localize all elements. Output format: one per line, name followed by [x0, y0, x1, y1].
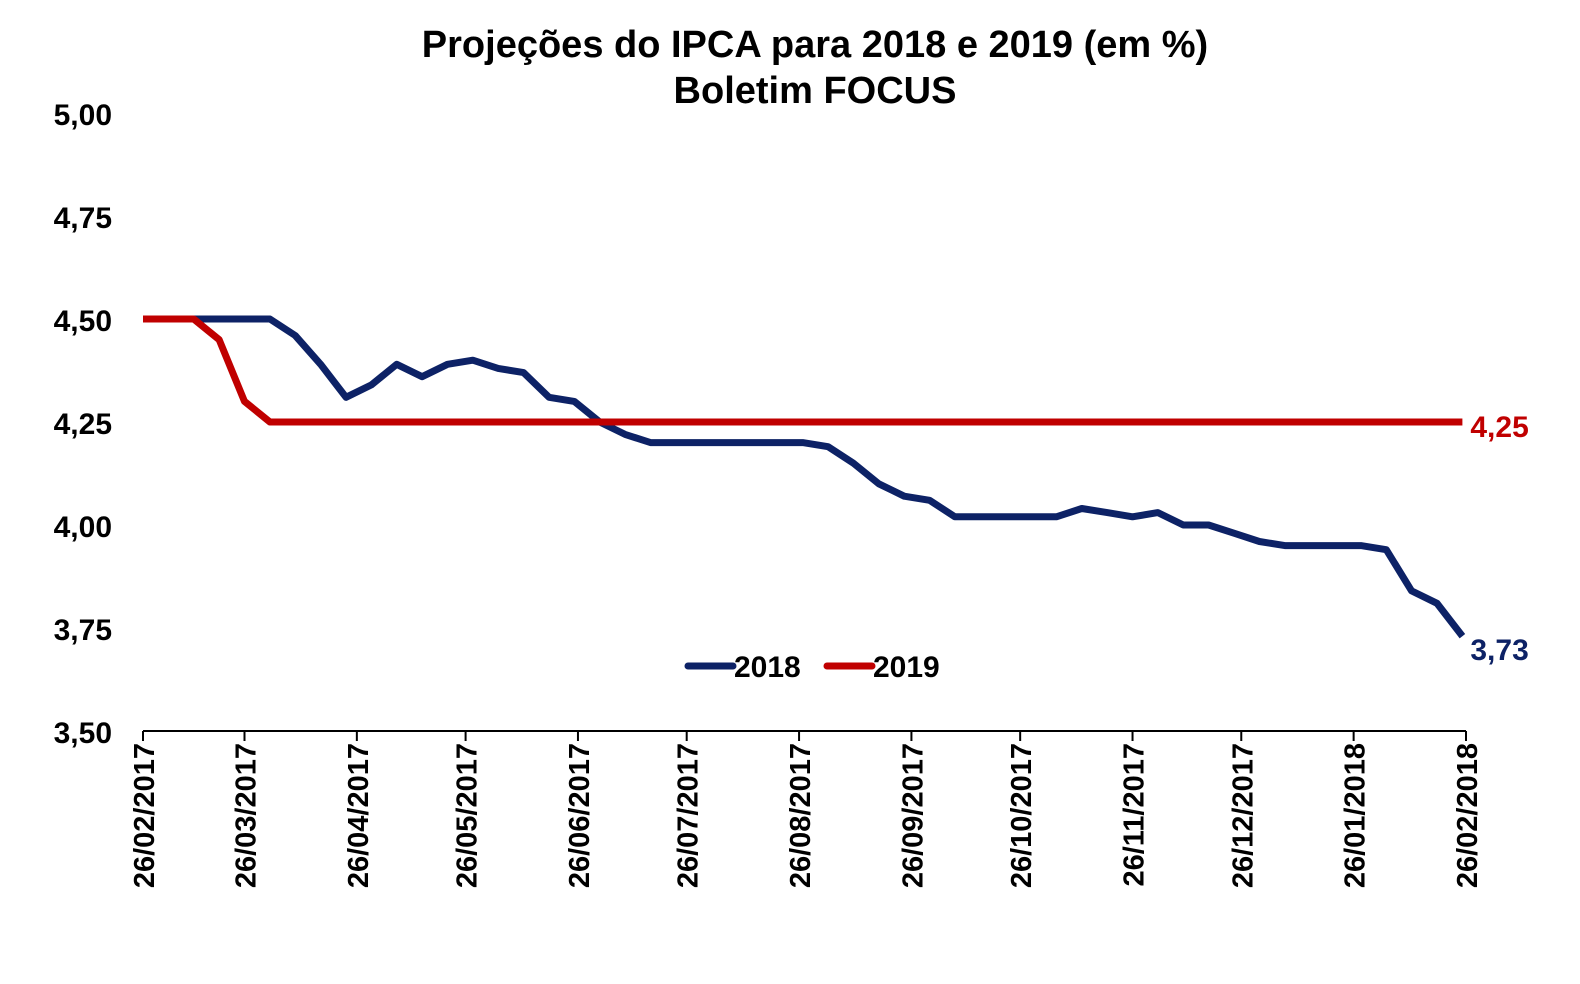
- chart-subtitle: Boletim FOCUS: [673, 70, 957, 112]
- x-tick-label: 26/12/2017: [1227, 743, 1259, 888]
- x-tick-label: 26/06/2017: [564, 743, 596, 888]
- legend: 2018 2019: [684, 651, 940, 684]
- series-line-2019: [143, 315, 1463, 426]
- y-tick-label: 4,25: [54, 408, 112, 441]
- legend-label-2019: 2019: [873, 651, 940, 684]
- legend-label-2018: 2018: [734, 651, 801, 684]
- x-tick-label: 26/11/2017: [1119, 743, 1151, 887]
- y-axis: 3,50 3,75 4,00 4,25 4,50 4,75 5,00: [54, 99, 112, 750]
- y-tick-label: 4,50: [54, 305, 112, 338]
- x-axis: 26/02/2017 26/03/2017 26/04/2017 26/05/2017…: [129, 731, 1484, 888]
- end-label-2019: 4,25: [1470, 411, 1528, 444]
- chart-title-block: Projeções do IPCA para 2018 e 2019 (em %…: [0, 22, 1580, 114]
- x-tick-label: 26/07/2017: [673, 743, 705, 888]
- series-line-2018: [143, 315, 1466, 639]
- x-tick-label: 26/01/2018: [1340, 743, 1372, 888]
- x-tick-label: 26/10/2017: [1006, 743, 1038, 888]
- x-tick-label: 26/08/2017: [785, 743, 817, 888]
- x-tick-label: 26/05/2017: [452, 743, 484, 888]
- y-tick-label: 3,75: [54, 614, 112, 647]
- chart-title: Projeções do IPCA para 2018 e 2019 (em %…: [421, 24, 1209, 66]
- x-tick-label: 26/09/2017: [897, 743, 929, 888]
- x-tick-label: 26/02/2018: [1452, 743, 1484, 888]
- x-tick-label: 26/03/2017: [230, 743, 262, 888]
- series-lines: [143, 315, 1466, 639]
- y-tick-label: 4,75: [54, 202, 112, 235]
- y-tick-label: 5,00: [54, 99, 112, 132]
- end-label-2018: 3,73: [1470, 634, 1528, 667]
- y-tick-label: 4,00: [54, 511, 112, 544]
- y-tick-label: 3,50: [54, 717, 112, 750]
- x-tick-label: 26/02/2017: [129, 743, 161, 888]
- x-tick-label: 26/04/2017: [343, 743, 375, 888]
- end-labels: 3,73 4,25: [1470, 411, 1528, 667]
